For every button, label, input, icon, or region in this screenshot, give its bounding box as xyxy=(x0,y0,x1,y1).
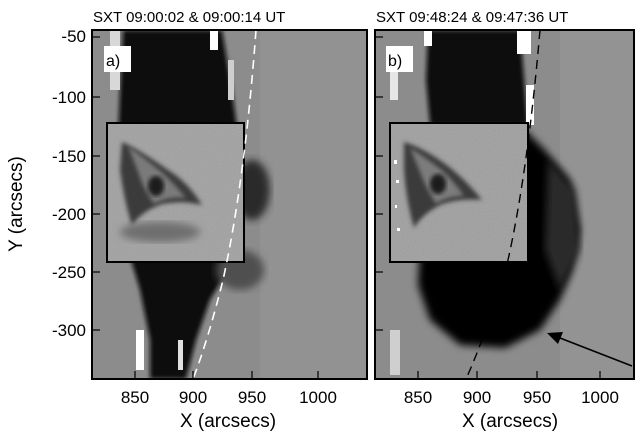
y-tick-label: -50 xyxy=(61,27,86,46)
x-tick-label: 1000 xyxy=(581,388,619,407)
panel-a-title: SXT 09:00:02 & 09:00:14 UT xyxy=(93,9,285,26)
y-tick-label: -100 xyxy=(52,88,86,107)
x-axis-label-b: X (arcsecs) xyxy=(462,411,558,432)
x-tick-label: 1000 xyxy=(299,388,337,407)
y-axis: -50 -100 -150 -200 -250 -300 xyxy=(52,27,86,340)
x-tick-label: 900 xyxy=(179,388,207,407)
x-axis-a: 850 900 950 1000 xyxy=(121,388,337,407)
x-tick-label: 850 xyxy=(404,388,432,407)
y-tick-label: -150 xyxy=(52,147,86,166)
y-tick-label: -200 xyxy=(52,205,86,224)
x-tick-label: 850 xyxy=(121,388,149,407)
y-axis-label: Y (arcsecs) xyxy=(6,156,27,252)
panel-b-inset xyxy=(390,123,528,262)
panel-b-letter: b) xyxy=(388,53,402,70)
y-tick-label: -250 xyxy=(52,263,86,282)
x-tick-label: 900 xyxy=(463,388,491,407)
x-tick-label: 950 xyxy=(523,388,551,407)
x-tick-label: 950 xyxy=(238,388,266,407)
panel-b-title: SXT 09:48:24 & 09:47:36 UT xyxy=(376,9,568,26)
panel-a-inset xyxy=(107,123,244,262)
x-axis-b: 850 900 950 1000 xyxy=(404,388,619,407)
y-tick-label: -300 xyxy=(52,321,86,340)
x-axis-label-a: X (arcsecs) xyxy=(180,411,276,432)
panel-a-letter: a) xyxy=(106,53,120,70)
